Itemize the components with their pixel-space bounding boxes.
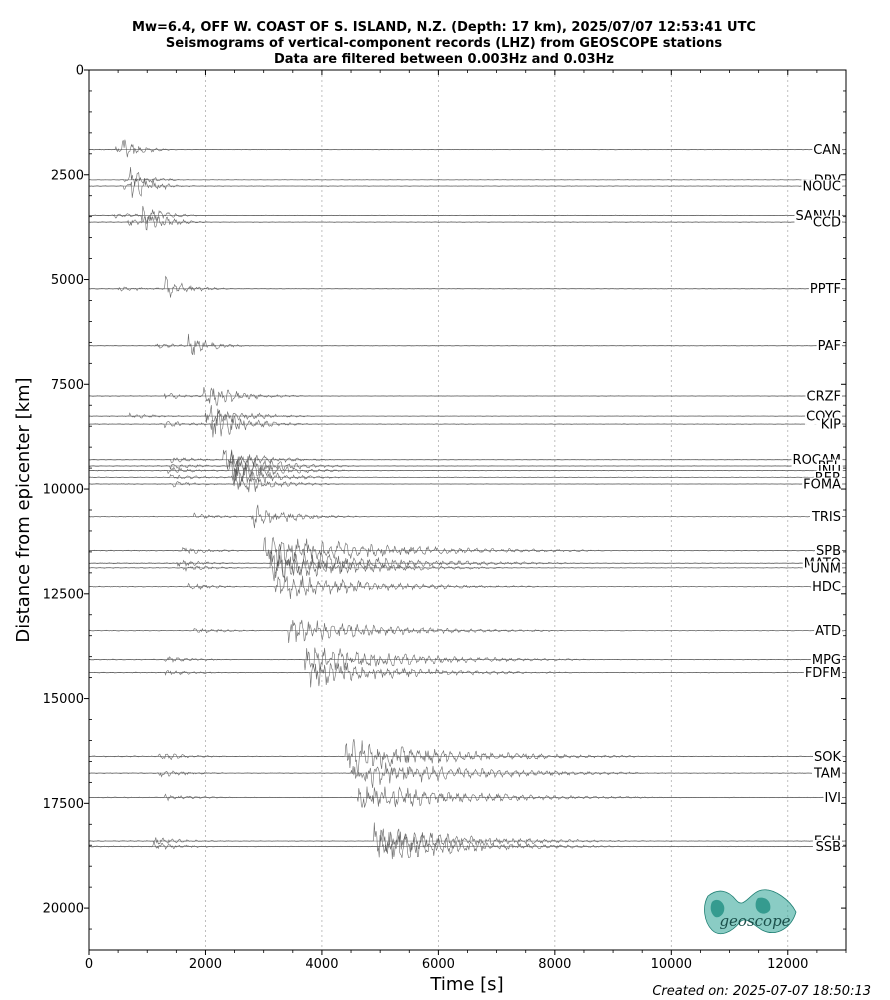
geoscope-logo: geoscope xyxy=(704,889,797,935)
station-label-background xyxy=(810,653,842,669)
station-label-paf: PAF xyxy=(818,339,841,354)
seismogram-trace-ssb xyxy=(88,829,846,860)
station-label-fdfm: FDFM xyxy=(805,666,841,681)
seismogram-trace-tam xyxy=(88,762,846,788)
x-grid xyxy=(205,70,789,950)
seismogram-trace-pptf xyxy=(88,275,846,298)
station-label-background xyxy=(808,282,842,298)
station-label-atd: ATD xyxy=(815,624,841,639)
seismogram-trace-coyc xyxy=(89,405,846,423)
station-label-background xyxy=(801,179,842,195)
station-label-background xyxy=(814,839,842,855)
station-label-kip: KIP xyxy=(821,418,841,433)
y-tick-label: 0 xyxy=(76,64,84,79)
x-tick-label: 10000 xyxy=(651,957,692,972)
seismogram-trace-atd xyxy=(88,619,846,644)
x-tick-label: 2000 xyxy=(189,957,222,972)
y-tick-label: 2500 xyxy=(51,168,84,183)
x-tick-label: 0 xyxy=(85,957,93,972)
y-tick-label: 12500 xyxy=(43,587,84,602)
station-label-crzf: CRZF xyxy=(807,390,842,405)
station-label-background xyxy=(816,339,842,355)
figure-title: Mw=6.4, OFF W. COAST OF S. ISLAND, N.Z. … xyxy=(132,20,756,67)
station-label-background xyxy=(812,749,843,765)
seismogram-trace-sok xyxy=(88,739,846,774)
station-label-background xyxy=(812,143,842,159)
seismogram-trace-pel xyxy=(88,450,846,480)
seismogram-trace-tris xyxy=(88,504,846,529)
station-label-can: CAN xyxy=(813,143,841,158)
logo-globe-shape xyxy=(704,889,797,935)
y-tick-label: 7500 xyxy=(51,378,84,393)
seismogram-trace-rocam xyxy=(88,449,846,470)
axis-ticks: 0 2000 4000 6000 8000 10000 12000 0 2500 5000 7500… xyxy=(43,64,847,972)
station-label-ivi: IVI xyxy=(824,791,841,806)
seismogram-trace-paf xyxy=(88,333,846,355)
seismogram-traces xyxy=(88,139,846,860)
seismogram-trace-spb xyxy=(88,536,846,567)
seismogram-trace-mpg xyxy=(88,647,846,673)
station-label-background xyxy=(802,477,843,493)
station-label-pptf: PPTF xyxy=(810,282,841,297)
seismogram-trace-ccd xyxy=(88,216,846,231)
station-label-sok: SOK xyxy=(814,750,841,765)
title-line-2: Seismograms of vertical-component record… xyxy=(166,36,722,51)
seismogram-trace-rer xyxy=(88,466,846,488)
station-label-tris: TRIS xyxy=(811,510,841,525)
seismogram-trace-ivi xyxy=(88,786,846,808)
station-label-ccd: CCD xyxy=(813,216,841,231)
station-label-nouc: NOUC xyxy=(802,180,841,195)
seismogram-trace-fdfm xyxy=(88,662,846,688)
plot-frame xyxy=(88,69,847,951)
y-tick-label: 10000 xyxy=(43,483,84,498)
logo-continent-shape xyxy=(710,897,771,918)
y-tick-label: 17500 xyxy=(43,797,84,812)
seismogram-trace-ech xyxy=(88,822,846,858)
station-label-background xyxy=(811,766,842,782)
y-axis-label: Distance from epicenter [km] xyxy=(13,377,34,642)
station-label-background xyxy=(814,624,842,640)
station-label-background xyxy=(811,215,842,231)
y-tick-label: 15000 xyxy=(43,692,84,707)
seismogram-trace-drv xyxy=(88,166,846,186)
station-label-background xyxy=(811,580,842,596)
station-label-background xyxy=(803,666,842,682)
station-label-background xyxy=(819,417,843,433)
x-axis-label: Time [s] xyxy=(429,974,503,995)
x-tick-label: 12000 xyxy=(767,957,808,972)
title-line-1: Mw=6.4, OFF W. COAST OF S. ISLAND, N.Z. … xyxy=(132,20,756,35)
station-label-spb: SPB xyxy=(816,544,841,559)
seismogram-trace-hdc xyxy=(88,575,846,600)
y-tick-label: 5000 xyxy=(51,273,84,288)
x-tick-label: 4000 xyxy=(305,957,338,972)
station-labels: CANDRVNOUCSANVUCCDPPTFPAFCRZFCOYCKIPROCA… xyxy=(791,143,843,855)
created-on-footer: Created on: 2025-07-07 18:50:13 xyxy=(652,984,871,999)
seismogram-trace-nouc xyxy=(88,177,846,198)
station-label-ssb: SSB xyxy=(816,840,841,855)
seismogram-trace-kip xyxy=(88,411,846,438)
x-tick-label: 6000 xyxy=(422,957,455,972)
logo-text: geoscope xyxy=(719,912,790,930)
y-tick-label: 20000 xyxy=(43,902,84,917)
seismogram-trace-foma xyxy=(88,469,846,493)
x-tick-label: 8000 xyxy=(538,957,571,972)
station-label-background xyxy=(823,790,842,806)
station-label-background xyxy=(805,389,842,405)
seismogram-trace-can xyxy=(88,139,846,158)
seismogram-trace-inu xyxy=(88,459,846,482)
seismogram-trace-crzf xyxy=(88,387,846,407)
station-label-background xyxy=(809,561,842,577)
station-label-background xyxy=(809,510,842,526)
station-label-background xyxy=(814,544,842,560)
station-label-hdc: HDC xyxy=(812,580,841,595)
station-label-tam: TAM xyxy=(813,767,841,782)
station-label-foma: FOMA xyxy=(803,478,841,493)
title-line-3: Data are filtered between 0.003Hz and 0.… xyxy=(274,52,614,67)
seismogram-trace-sanvu xyxy=(88,205,846,225)
seismogram-trace-unm xyxy=(88,552,846,582)
seismogram-trace-mato xyxy=(88,547,846,578)
station-label-mpg: MPG xyxy=(812,653,841,668)
station-label-unm: UNM xyxy=(811,561,841,576)
